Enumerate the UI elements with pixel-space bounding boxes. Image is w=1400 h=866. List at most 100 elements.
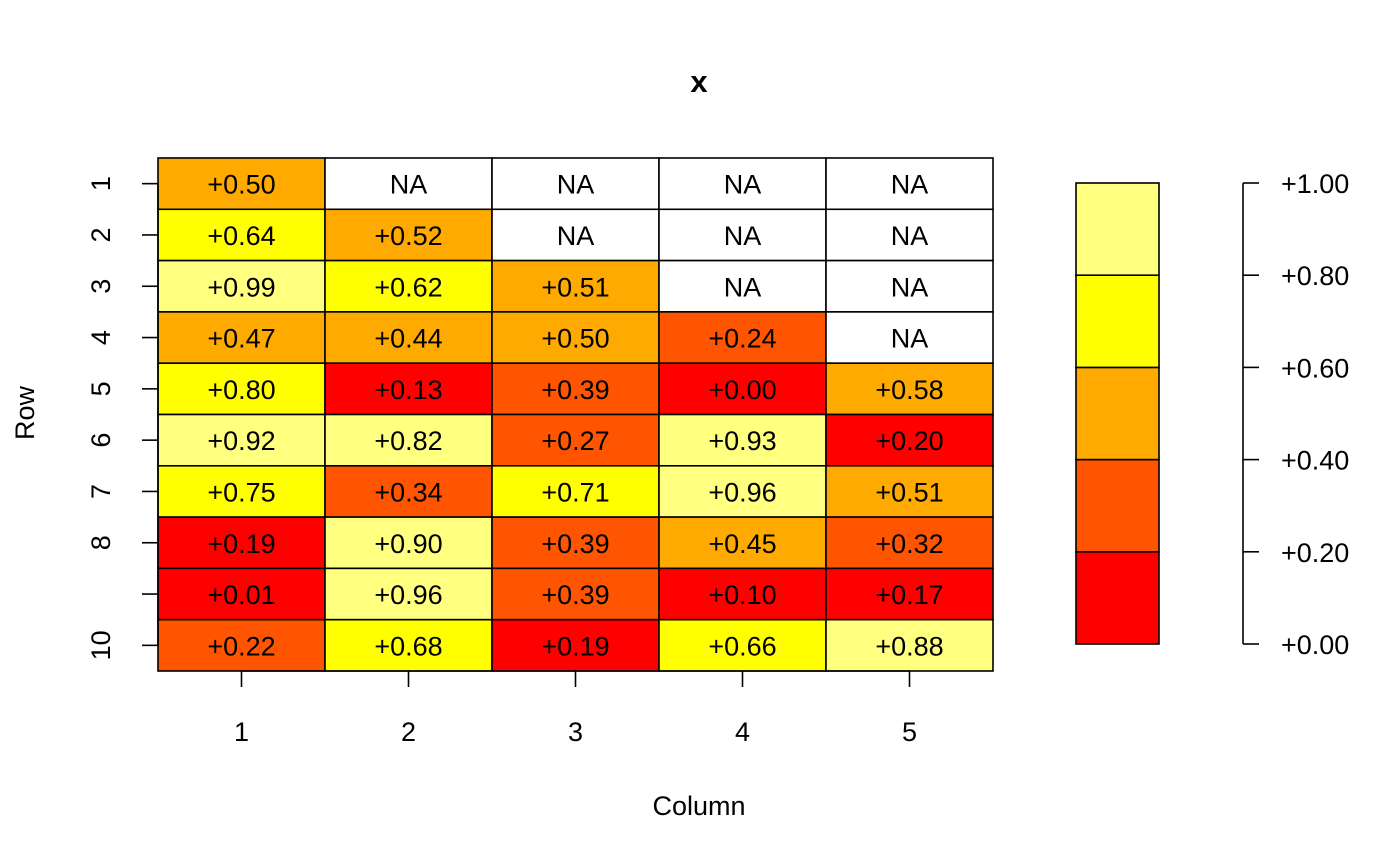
cell-value-label: +0.24: [708, 324, 776, 354]
y-axis: 1 2 3 4 5 6 7 8 10: [86, 176, 159, 660]
cell-value-label: +0.47: [207, 324, 275, 354]
heatmap-cells: +0.50 NA NA NA NA +0.64 +0.52 NA NA NA +0.99 +0.62 +…: [157, 157, 994, 672]
legend-tick-label: +0.00: [1281, 630, 1349, 660]
cell-value-label: +0.50: [207, 170, 275, 200]
heatmap-cell: [324, 259, 493, 313]
heatmap-cell: [491, 567, 660, 621]
cell-value-label: NA: [891, 272, 929, 302]
cell-value-label: +0.19: [541, 631, 609, 661]
y-tick-label: 1: [86, 176, 116, 191]
x-tick-label: 1: [234, 717, 249, 747]
heatmap-cell: [825, 618, 994, 672]
cell-value-label: +0.00: [708, 375, 776, 405]
cell-value-label: NA: [724, 170, 762, 200]
cell-value-label: +0.52: [374, 221, 442, 251]
cell-value-label: +0.34: [374, 477, 442, 507]
cell-value-label: +0.45: [708, 529, 776, 559]
cell-value-label: +0.99: [207, 272, 275, 302]
heatmap-cell: [658, 413, 827, 467]
heatmap-cell: [324, 618, 493, 672]
legend-tick-label: +1.00: [1281, 169, 1349, 199]
heatmap-cell: [157, 362, 326, 416]
cell-value-label: +0.82: [374, 426, 442, 456]
cell-value-label: +0.19: [207, 529, 275, 559]
cell-value-label: NA: [891, 324, 929, 354]
legend-swatch: [1075, 182, 1160, 276]
x-tick-label: 2: [401, 717, 416, 747]
cell-value-label: +0.68: [374, 631, 442, 661]
heatmap-cell: [324, 567, 493, 621]
cell-value-label: NA: [891, 221, 929, 251]
cell-value-label: NA: [390, 170, 428, 200]
cell-value-label: NA: [724, 272, 762, 302]
cell-value-label: +0.01: [207, 580, 275, 610]
cell-value-label: +0.51: [875, 477, 943, 507]
heatmap-cell: [825, 311, 994, 364]
heatmap-cell: [825, 567, 994, 621]
x-axis: 1 2 3 4 5: [234, 670, 917, 747]
cell-value-label: NA: [557, 170, 595, 200]
legend-tick-label: +0.60: [1281, 353, 1349, 383]
cell-value-label: +0.66: [708, 631, 776, 661]
cell-value-label: +0.17: [875, 580, 943, 610]
heatmap-cell: [491, 618, 660, 672]
cell-value-label: +0.75: [207, 477, 275, 507]
heatmap-cell: [658, 311, 827, 364]
heatmap-cell: [491, 208, 660, 262]
heatmap-cell: [157, 464, 326, 518]
cell-value-label: +0.50: [541, 324, 609, 354]
chart-title: x: [690, 64, 708, 99]
heatmap-cell: [324, 362, 493, 416]
cell-value-label: +0.62: [374, 272, 442, 302]
cell-value-label: +0.32: [875, 529, 943, 559]
heatmap-cell: [491, 413, 660, 467]
cell-value-label: +0.93: [708, 426, 776, 456]
cell-value-label: +0.51: [541, 272, 609, 302]
heatmap-cell: [658, 618, 827, 672]
cell-value-label: +0.39: [541, 529, 609, 559]
y-tick-label: 7: [86, 484, 116, 499]
heatmap-cell: [491, 311, 660, 364]
cell-value-label: +0.80: [207, 375, 275, 405]
y-tick-label: 10: [86, 630, 116, 660]
x-tick-label: 5: [902, 717, 917, 747]
legend-swatch: [1075, 274, 1160, 369]
y-tick-label: 6: [86, 433, 116, 448]
y-tick-label: 8: [86, 535, 116, 550]
y-tick-label: 2: [86, 227, 116, 242]
heatmap-cell: [825, 413, 994, 467]
cell-value-label: +0.22: [207, 631, 275, 661]
legend-tick-label: +0.80: [1281, 261, 1349, 291]
cell-value-label: +0.64: [207, 221, 275, 251]
heatmap-cell: [324, 413, 493, 467]
cell-value-label: +0.44: [374, 324, 442, 354]
y-tick-label: 3: [86, 279, 116, 294]
heatmap-cell: [157, 618, 326, 672]
heatmap-cell: [324, 516, 493, 570]
cell-value-label: +0.92: [207, 426, 275, 456]
cell-value-label: +0.90: [374, 529, 442, 559]
y-tick-label: 4: [86, 330, 116, 345]
x-axis-title: Column: [652, 791, 745, 821]
cell-value-label: +0.96: [708, 477, 776, 507]
legend-swatch: [1075, 550, 1160, 645]
legend-tick-label: +0.20: [1281, 538, 1349, 568]
legend-swatch: [1075, 458, 1160, 553]
cell-value-label: NA: [724, 221, 762, 251]
heatmap-cell: [491, 157, 660, 211]
heatmap-cell: [825, 516, 994, 570]
cell-value-label: NA: [891, 170, 929, 200]
y-tick-label: 5: [86, 381, 116, 396]
y-axis-title: Row: [10, 385, 40, 440]
cell-value-label: +0.10: [708, 580, 776, 610]
heatmap-cell: [157, 516, 326, 570]
cell-value-label: +0.13: [374, 375, 442, 405]
heatmap-cell: [658, 259, 827, 313]
cell-value-label: +0.96: [374, 580, 442, 610]
heatmap-cell: [324, 311, 493, 364]
cell-value-label: +0.27: [541, 426, 609, 456]
color-legend: +0.00 +0.20 +0.40 +0.60 +0.80 +1.00: [1075, 169, 1349, 660]
heatmap-cell: [157, 157, 326, 211]
heatmap-cell: [491, 362, 660, 416]
